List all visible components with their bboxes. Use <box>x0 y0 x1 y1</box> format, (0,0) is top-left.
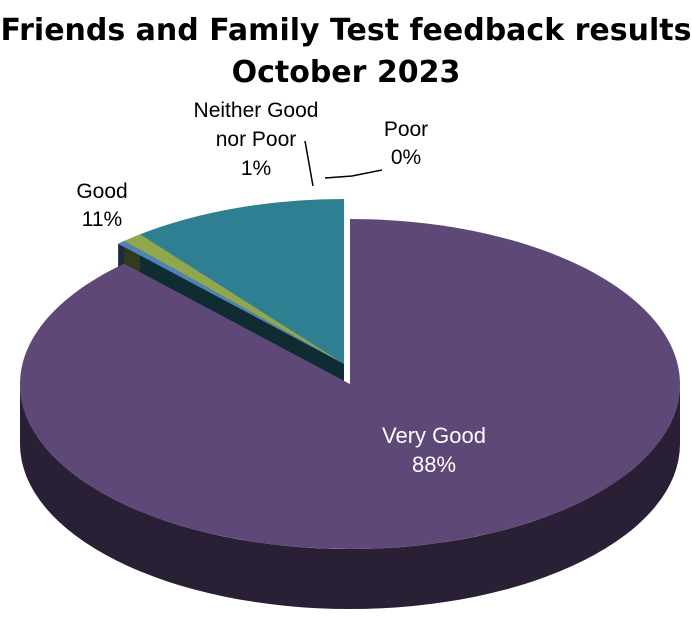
slice-side-very-good <box>20 384 680 609</box>
slice-very-good <box>20 219 681 549</box>
slice-label-good: Good <box>76 180 127 203</box>
slice-label-neither-line-2: nor Poor <box>216 128 297 151</box>
leader-line-poor <box>324 169 383 179</box>
slice-label-neither-line-1: Neither Good <box>194 99 319 122</box>
pie-labels: Very Good 88% Good 11% Neither Good nor … <box>76 99 486 477</box>
leader-line-neither <box>304 140 314 187</box>
slice-label-poor: Poor <box>384 118 428 141</box>
slice-percent-good: 11% <box>82 208 122 231</box>
slice-label-very-good: Very Good <box>382 423 486 448</box>
slice-good <box>140 199 344 364</box>
pie-slices <box>20 199 681 609</box>
slice-neither-good-nor-poor <box>124 234 344 364</box>
slice-poor <box>118 240 344 364</box>
slice-percent-poor: 0% <box>391 146 421 169</box>
chart-title-line-2: October 2023 <box>231 55 461 90</box>
slice-percent-neither: 1% <box>241 157 271 180</box>
chart-title-line-1: Friends and Family Test feedback results <box>0 13 692 48</box>
slice-percent-very-good: 88% <box>412 452 456 477</box>
chart-title: Friends and Family Test feedback results… <box>0 10 692 94</box>
